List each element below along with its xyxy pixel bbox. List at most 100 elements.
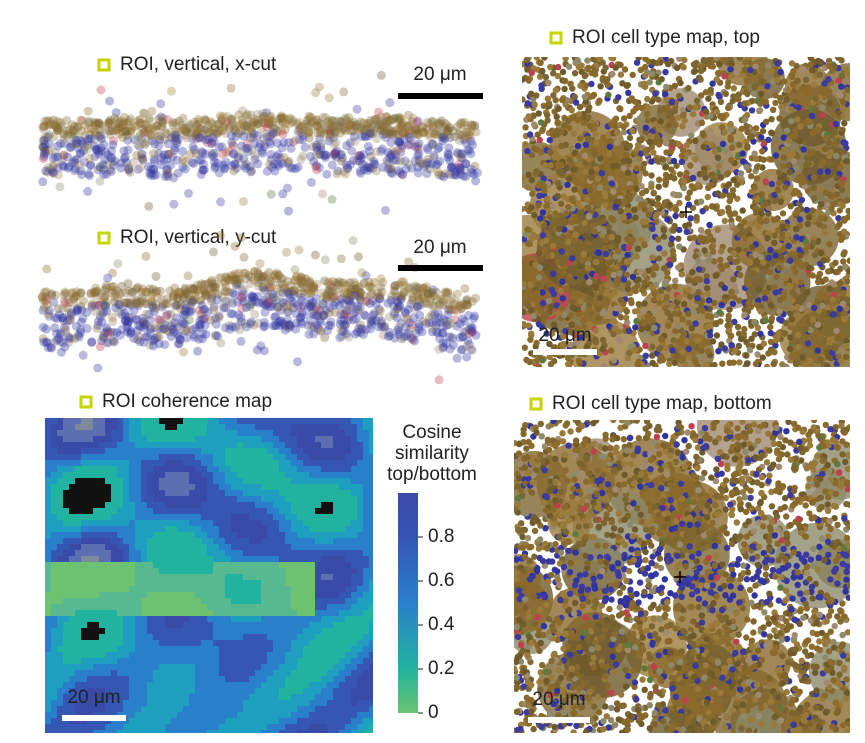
cell	[466, 322, 476, 332]
cell	[260, 142, 269, 152]
cell	[262, 123, 272, 132]
cell	[109, 337, 119, 347]
cell	[459, 327, 469, 337]
cell	[614, 129, 621, 136]
cell	[715, 70, 723, 78]
cell	[284, 115, 294, 125]
cell	[430, 310, 440, 320]
cell	[273, 302, 283, 312]
cell	[428, 139, 437, 148]
cell	[448, 126, 458, 136]
cell	[764, 234, 771, 242]
cell	[792, 98, 799, 106]
cell	[685, 276, 692, 284]
cell	[810, 174, 817, 181]
cell	[135, 142, 144, 151]
cell	[235, 325, 245, 335]
cell	[122, 130, 132, 140]
cell	[263, 275, 273, 285]
cell	[129, 306, 139, 316]
cell	[278, 129, 288, 139]
cell	[626, 142, 634, 150]
cell	[713, 108, 721, 116]
cell	[265, 113, 275, 123]
cell	[427, 327, 437, 337]
cell	[220, 278, 230, 288]
cell	[576, 277, 583, 284]
cell	[429, 291, 439, 301]
cell	[318, 112, 328, 122]
cell	[356, 320, 365, 330]
cell	[274, 318, 284, 327]
cell	[767, 268, 774, 275]
cell	[160, 135, 169, 144]
cell	[463, 301, 473, 310]
cell	[308, 297, 318, 307]
cell	[148, 341, 158, 351]
cell	[285, 163, 295, 173]
cell	[455, 162, 464, 172]
cell	[292, 272, 302, 282]
cell	[134, 301, 144, 310]
cell	[577, 82, 584, 89]
cell	[230, 160, 240, 170]
cell	[729, 187, 737, 194]
cell	[154, 148, 164, 158]
cell	[595, 249, 603, 257]
cell	[285, 281, 295, 291]
cell	[50, 337, 59, 347]
cell	[530, 231, 537, 239]
cell	[151, 300, 161, 310]
cell	[196, 155, 206, 165]
cell	[112, 328, 122, 338]
cell	[271, 311, 281, 321]
cell	[162, 165, 171, 175]
cell	[804, 242, 811, 250]
cell	[401, 164, 411, 174]
cell	[326, 119, 336, 128]
cell	[443, 320, 453, 330]
cell	[460, 117, 469, 127]
cell	[134, 321, 144, 331]
cell	[682, 222, 689, 229]
cell	[638, 326, 645, 333]
cell	[585, 114, 592, 121]
cell	[672, 592, 679, 599]
cell	[754, 351, 761, 358]
cell	[364, 118, 374, 128]
cell	[185, 149, 195, 159]
cell	[649, 315, 656, 323]
cell	[238, 106, 248, 116]
cell	[248, 117, 258, 127]
cell	[194, 320, 204, 330]
cell	[394, 115, 404, 125]
cell	[433, 328, 443, 338]
cell	[277, 159, 287, 168]
cell	[380, 321, 390, 331]
cell	[338, 320, 348, 330]
cell	[406, 333, 416, 343]
cell	[604, 282, 611, 289]
cell	[470, 121, 480, 130]
cell	[531, 212, 538, 219]
cell	[364, 123, 374, 133]
cell	[805, 160, 812, 167]
cell	[70, 291, 80, 301]
cell	[168, 120, 178, 130]
cell	[586, 186, 594, 194]
cell	[157, 302, 167, 312]
cell	[183, 271, 193, 281]
cell	[737, 170, 745, 177]
cell	[345, 120, 355, 130]
cell	[825, 76, 832, 83]
cell	[312, 311, 322, 321]
cell	[419, 283, 429, 293]
cell	[162, 325, 172, 335]
cell	[106, 282, 116, 292]
cell	[220, 163, 230, 173]
cell	[345, 296, 355, 306]
cell	[730, 85, 738, 92]
cell	[748, 335, 755, 342]
cell	[208, 125, 218, 135]
cell	[41, 338, 51, 348]
